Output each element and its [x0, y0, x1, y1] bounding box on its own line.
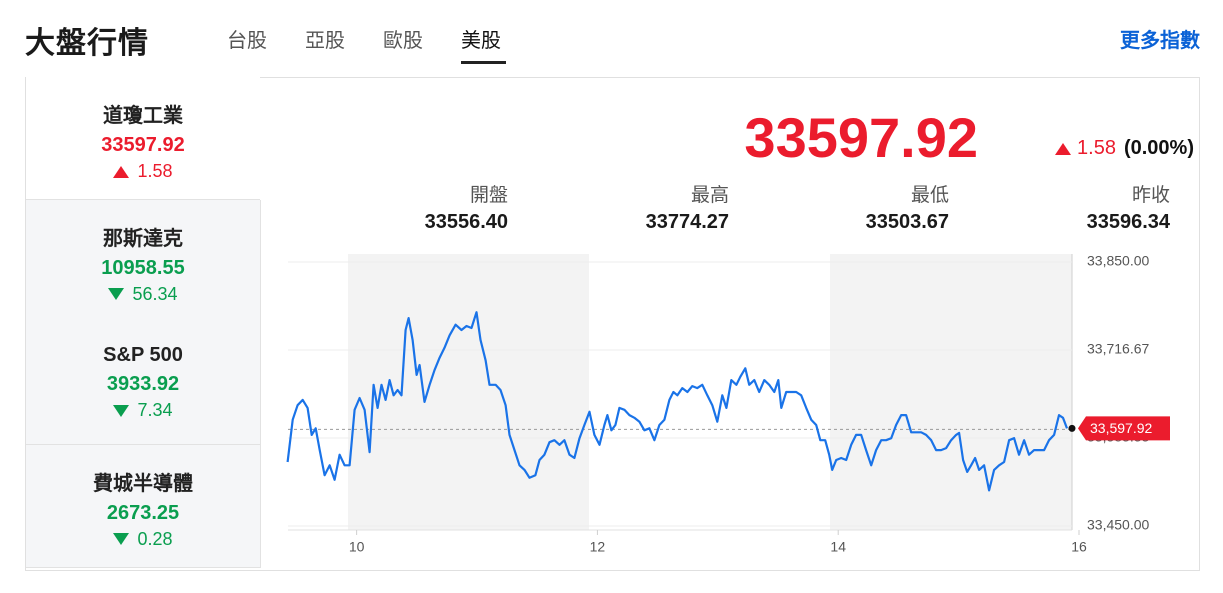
stat-label: 最高	[690, 185, 729, 206]
tab[interactable]: 美股	[461, 30, 501, 52]
y-tick-label: 33,716.67	[1087, 341, 1149, 357]
index-change-row: 56.34	[26, 284, 260, 305]
stat-value: 33596.34	[1086, 211, 1170, 233]
tab[interactable]: 歐股	[383, 30, 423, 52]
index-item[interactable]: 費城半導體 2673.25 0.28	[26, 444, 261, 568]
direction-icon	[113, 404, 130, 417]
index-value: 10958.55	[101, 256, 185, 279]
x-tick-label: 12	[590, 539, 606, 555]
index-change: 0.28	[137, 528, 173, 549]
direction-icon	[113, 165, 130, 178]
panel	[25, 77, 1200, 571]
tab[interactable]: 亞股	[305, 30, 345, 52]
y-tick-label: 33,450.00	[1087, 517, 1149, 533]
x-tick-label: 16	[1071, 539, 1087, 555]
index-change: 1.58	[137, 161, 173, 181]
x-tick-label: 10	[349, 539, 365, 555]
index-item[interactable]: 那斯達克 10958.55 56.34	[26, 199, 261, 323]
index-name: 費城半導體	[93, 472, 193, 495]
price-line	[286, 311, 1069, 492]
stat-label: 開盤	[469, 185, 508, 206]
stat-label: 昨收	[1131, 185, 1170, 206]
stat: 昨收 33596.34	[970, 180, 1170, 234]
index-change: 7.34	[137, 400, 173, 420]
change: 1.58	[1077, 137, 1116, 159]
stat: 最高 33774.27	[529, 180, 729, 234]
index-item[interactable]: S&P 500 3933.92 7.34	[26, 322, 261, 445]
direction-icon	[1055, 142, 1072, 155]
direction-icon	[113, 533, 130, 545]
current-tag-label: 33,597.92	[1090, 420, 1152, 436]
stat-label: 最低	[910, 185, 949, 206]
current-tag	[1078, 416, 1170, 441]
y-tick-label: 33,850.00	[1087, 253, 1149, 269]
index-value: 2673.25	[106, 501, 180, 524]
quote-change: 1.58 (0.00%)	[1055, 137, 1194, 160]
quote-value: 33597.92	[744, 106, 978, 169]
session-shade	[830, 254, 1072, 530]
index-name: 道瓊工業	[103, 105, 183, 127]
stat-value: 33556.40	[424, 211, 508, 233]
more-link[interactable]: 更多指數	[1120, 30, 1200, 52]
tab[interactable]: 台股	[227, 30, 267, 52]
title: 大盤行情	[25, 27, 149, 60]
index-change-row: 0.28	[26, 529, 260, 550]
tab-underline	[461, 61, 506, 64]
stat-value: 33774.27	[645, 211, 729, 233]
index-change-row: 7.34	[26, 400, 260, 421]
stat-value: 33503.67	[865, 211, 949, 233]
stat: 最低 33503.67	[749, 180, 949, 234]
direction-icon	[108, 288, 125, 300]
change-pct: (0.00%)	[1123, 137, 1194, 159]
x-tick-label: 14	[830, 539, 846, 555]
index-value: 33597.92	[101, 134, 185, 156]
index-value: 3933.92	[106, 373, 180, 395]
index-name: S&P 500	[103, 344, 183, 366]
index-change-row: 1.58	[26, 161, 260, 182]
index-name: 那斯達克	[103, 227, 183, 250]
index-change: 56.34	[132, 283, 178, 304]
stat: 開盤 33556.40	[308, 180, 508, 234]
index-item[interactable]: 道瓊工業 33597.92 1.58	[26, 77, 260, 200]
last-point	[1068, 424, 1076, 432]
